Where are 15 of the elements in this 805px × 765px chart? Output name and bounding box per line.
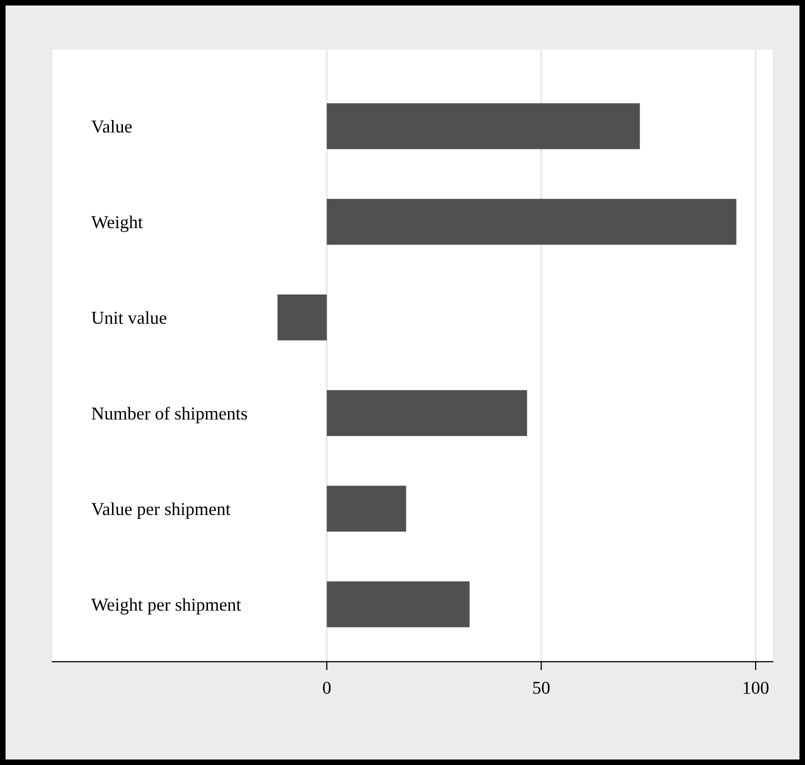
x-tick-label: 0	[322, 682, 331, 694]
y-tick-label: Weight per shipment	[91, 598, 242, 615]
y-tick-label: Value per shipment	[91, 502, 230, 519]
bar	[326, 486, 406, 532]
bar	[326, 390, 528, 436]
y-tick-label: Weight	[91, 216, 143, 232]
y-tick-label: Unit value	[92, 311, 166, 324]
x-tick-label: 100	[744, 682, 768, 694]
x-tick-label: 50	[533, 682, 550, 694]
bar	[326, 198, 736, 245]
bar	[326, 581, 470, 628]
y-tick-label: Number of shipments	[92, 406, 248, 424]
bar	[277, 294, 327, 340]
y-tick-label: Value	[91, 120, 132, 133]
bar	[326, 103, 640, 150]
